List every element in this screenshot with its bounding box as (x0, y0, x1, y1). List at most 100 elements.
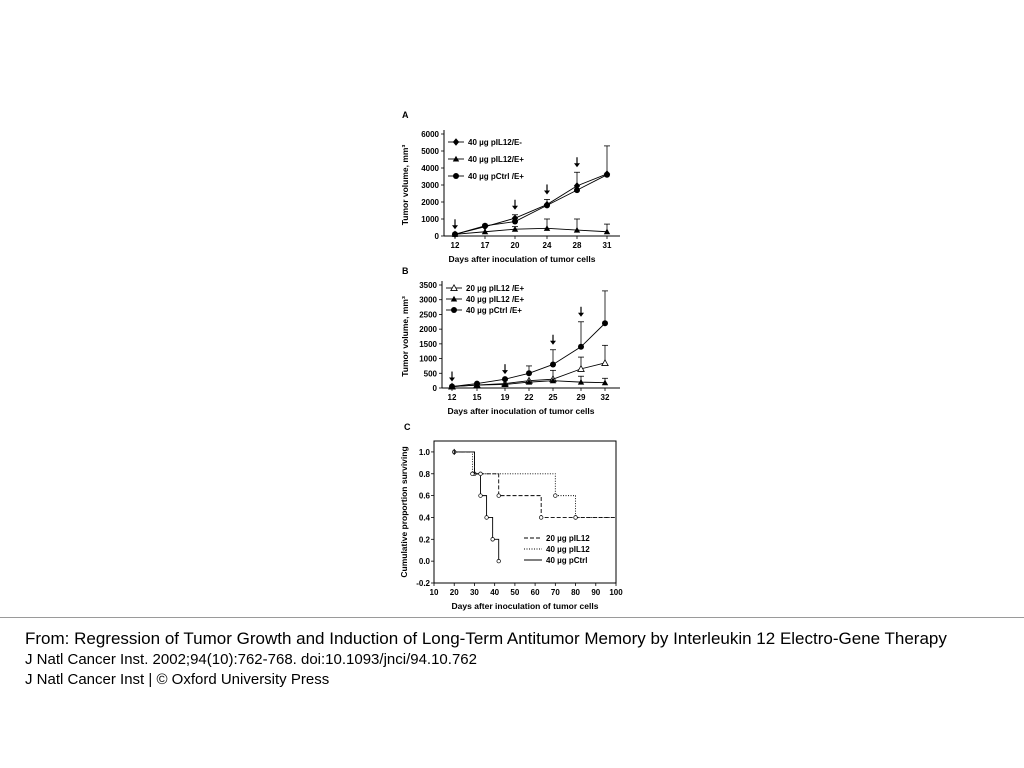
x-tick-label: 12 (448, 393, 457, 402)
panel-a: A 0 1000 2000 3000 4000 5000 6000 12 17 20 24 28 31 Da… (400, 110, 620, 264)
arrow-head (502, 370, 508, 375)
legend-label: 40 µg pIL12/E+ (468, 155, 524, 164)
x-tick-label: 17 (481, 241, 490, 250)
x-tick-label: 50 (510, 588, 519, 597)
arrow-head (512, 205, 518, 210)
legend-label: 40 µg pCtrl /E+ (468, 172, 524, 181)
caption-divider (0, 617, 1024, 618)
y-tick-label: 0.6 (419, 492, 431, 501)
panel-c: C -0.2 0.0 0.2 0.4 0.6 0.8 1.0 10 20 30 40 50 60 70 80 9… (399, 422, 623, 611)
x-tick-label: 32 (601, 393, 610, 402)
panel-label: A (402, 110, 409, 120)
y-tick-label: 500 (424, 369, 438, 378)
legend-marker (452, 155, 460, 162)
y-tick-label: 0 (433, 384, 438, 393)
caption-source-title: From: Regression of Tumor Growth and Ind… (25, 629, 947, 648)
caption-citation: J Natl Cancer Inst. 2002;94(10):762-768.… (25, 651, 477, 668)
censor-mark (573, 515, 578, 520)
legend-marker (453, 173, 459, 179)
y-axis-label: Tumor volume, mm³ (400, 145, 410, 226)
data-point (578, 343, 584, 350)
data-point (573, 182, 581, 190)
data-point (604, 171, 610, 178)
x-tick-label: 31 (603, 241, 612, 250)
data-point (452, 231, 458, 238)
legend: 20 µg pIL12 40 µg pIL12 40 µg pCtrl (524, 534, 590, 565)
legend: 20 µg pIL12 /E+ 40 µg pIL12 /E+ 40 µg pCtr… (446, 283, 525, 315)
censor-mark (496, 493, 501, 498)
data-point (543, 225, 551, 231)
survival-curve-3 (454, 451, 501, 564)
y-axis-label: Tumor volume, mm³ (400, 296, 410, 377)
survival-curve-1 (452, 449, 616, 520)
data-point (577, 378, 585, 385)
series-line (451, 322, 606, 387)
y-tick-label: -0.2 (416, 579, 430, 588)
data-point (449, 383, 455, 390)
treatment-arrow (449, 371, 455, 382)
y-tick-label: 3000 (421, 181, 439, 190)
data-point (602, 320, 608, 327)
legend-marker (450, 283, 458, 291)
x-tick-label: 20 (511, 241, 520, 250)
y-axis-label: Cumulative proportion surviving (399, 446, 409, 577)
x-tick-label: 40 (490, 588, 499, 597)
x-axis-label: Days after inoculation of tumor cells (448, 406, 595, 416)
data-point (601, 379, 609, 386)
x-tick-label: 12 (451, 241, 460, 250)
censor-mark (496, 559, 501, 564)
data-point (502, 376, 508, 383)
censor-mark (470, 471, 475, 476)
series-2 (451, 218, 611, 237)
data-point (573, 226, 581, 233)
data-point (549, 377, 557, 384)
survival-step-line (454, 451, 616, 518)
plot-frame (433, 440, 617, 584)
censor-mark (490, 537, 495, 542)
legend-label: 40 µg pCtrl /E+ (466, 306, 522, 315)
legend-marker (451, 307, 457, 313)
x-tick-label: 29 (577, 393, 586, 402)
y-tick-label: 1500 (419, 340, 437, 349)
treatment-arrow (452, 219, 458, 230)
x-tick-label: 80 (571, 588, 580, 597)
legend-label: 20 µg pIL12 /E+ (466, 284, 525, 293)
data-point (603, 228, 611, 235)
x-tick-label: 30 (470, 588, 479, 597)
x-axis-label: Days after inoculation of tumor cells (449, 254, 596, 264)
censor-mark (484, 515, 489, 520)
arrow-head (550, 340, 556, 345)
y-tick-label: 5000 (421, 147, 439, 156)
censor-mark (478, 493, 483, 498)
legend-marker (452, 138, 460, 146)
series-line (454, 227, 608, 235)
x-tick-label: 22 (525, 393, 534, 402)
legend: 40 µg pIL12/E- 40 µg pIL12/E+ 40 µg pCtrl … (448, 138, 524, 181)
data-point (482, 222, 488, 229)
legend-label: 40 µg pCtrl (546, 556, 588, 565)
data-point (525, 378, 533, 385)
y-tick-label: 6000 (421, 130, 439, 139)
arrow-head (574, 163, 580, 168)
data-point (574, 187, 580, 194)
y-tick-label: 4000 (421, 164, 439, 173)
series-line (454, 173, 608, 235)
x-tick-label: 70 (551, 588, 560, 597)
y-tick-label: 2500 (419, 310, 437, 319)
censor-mark (553, 493, 558, 498)
x-tick-label: 25 (549, 393, 558, 402)
arrow-head (452, 225, 458, 230)
treatment-arrow (512, 199, 518, 210)
legend-marker (450, 295, 458, 302)
y-tick-label: 0.8 (419, 470, 431, 479)
x-tick-label: 100 (609, 588, 623, 597)
survival-step-line (454, 451, 500, 562)
arrow-head (578, 312, 584, 317)
caption: From: Regression of Tumor Growth and Ind… (25, 628, 1000, 690)
x-tick-label: 24 (543, 241, 552, 250)
panel-b: B 0 500 1000 1500 2000 2500 3000 3500 12 15 19 22 25 2… (400, 266, 620, 416)
data-point (501, 381, 509, 388)
legend-label: 40 µg pIL12/E- (468, 138, 522, 147)
x-tick-label: 20 (450, 588, 459, 597)
